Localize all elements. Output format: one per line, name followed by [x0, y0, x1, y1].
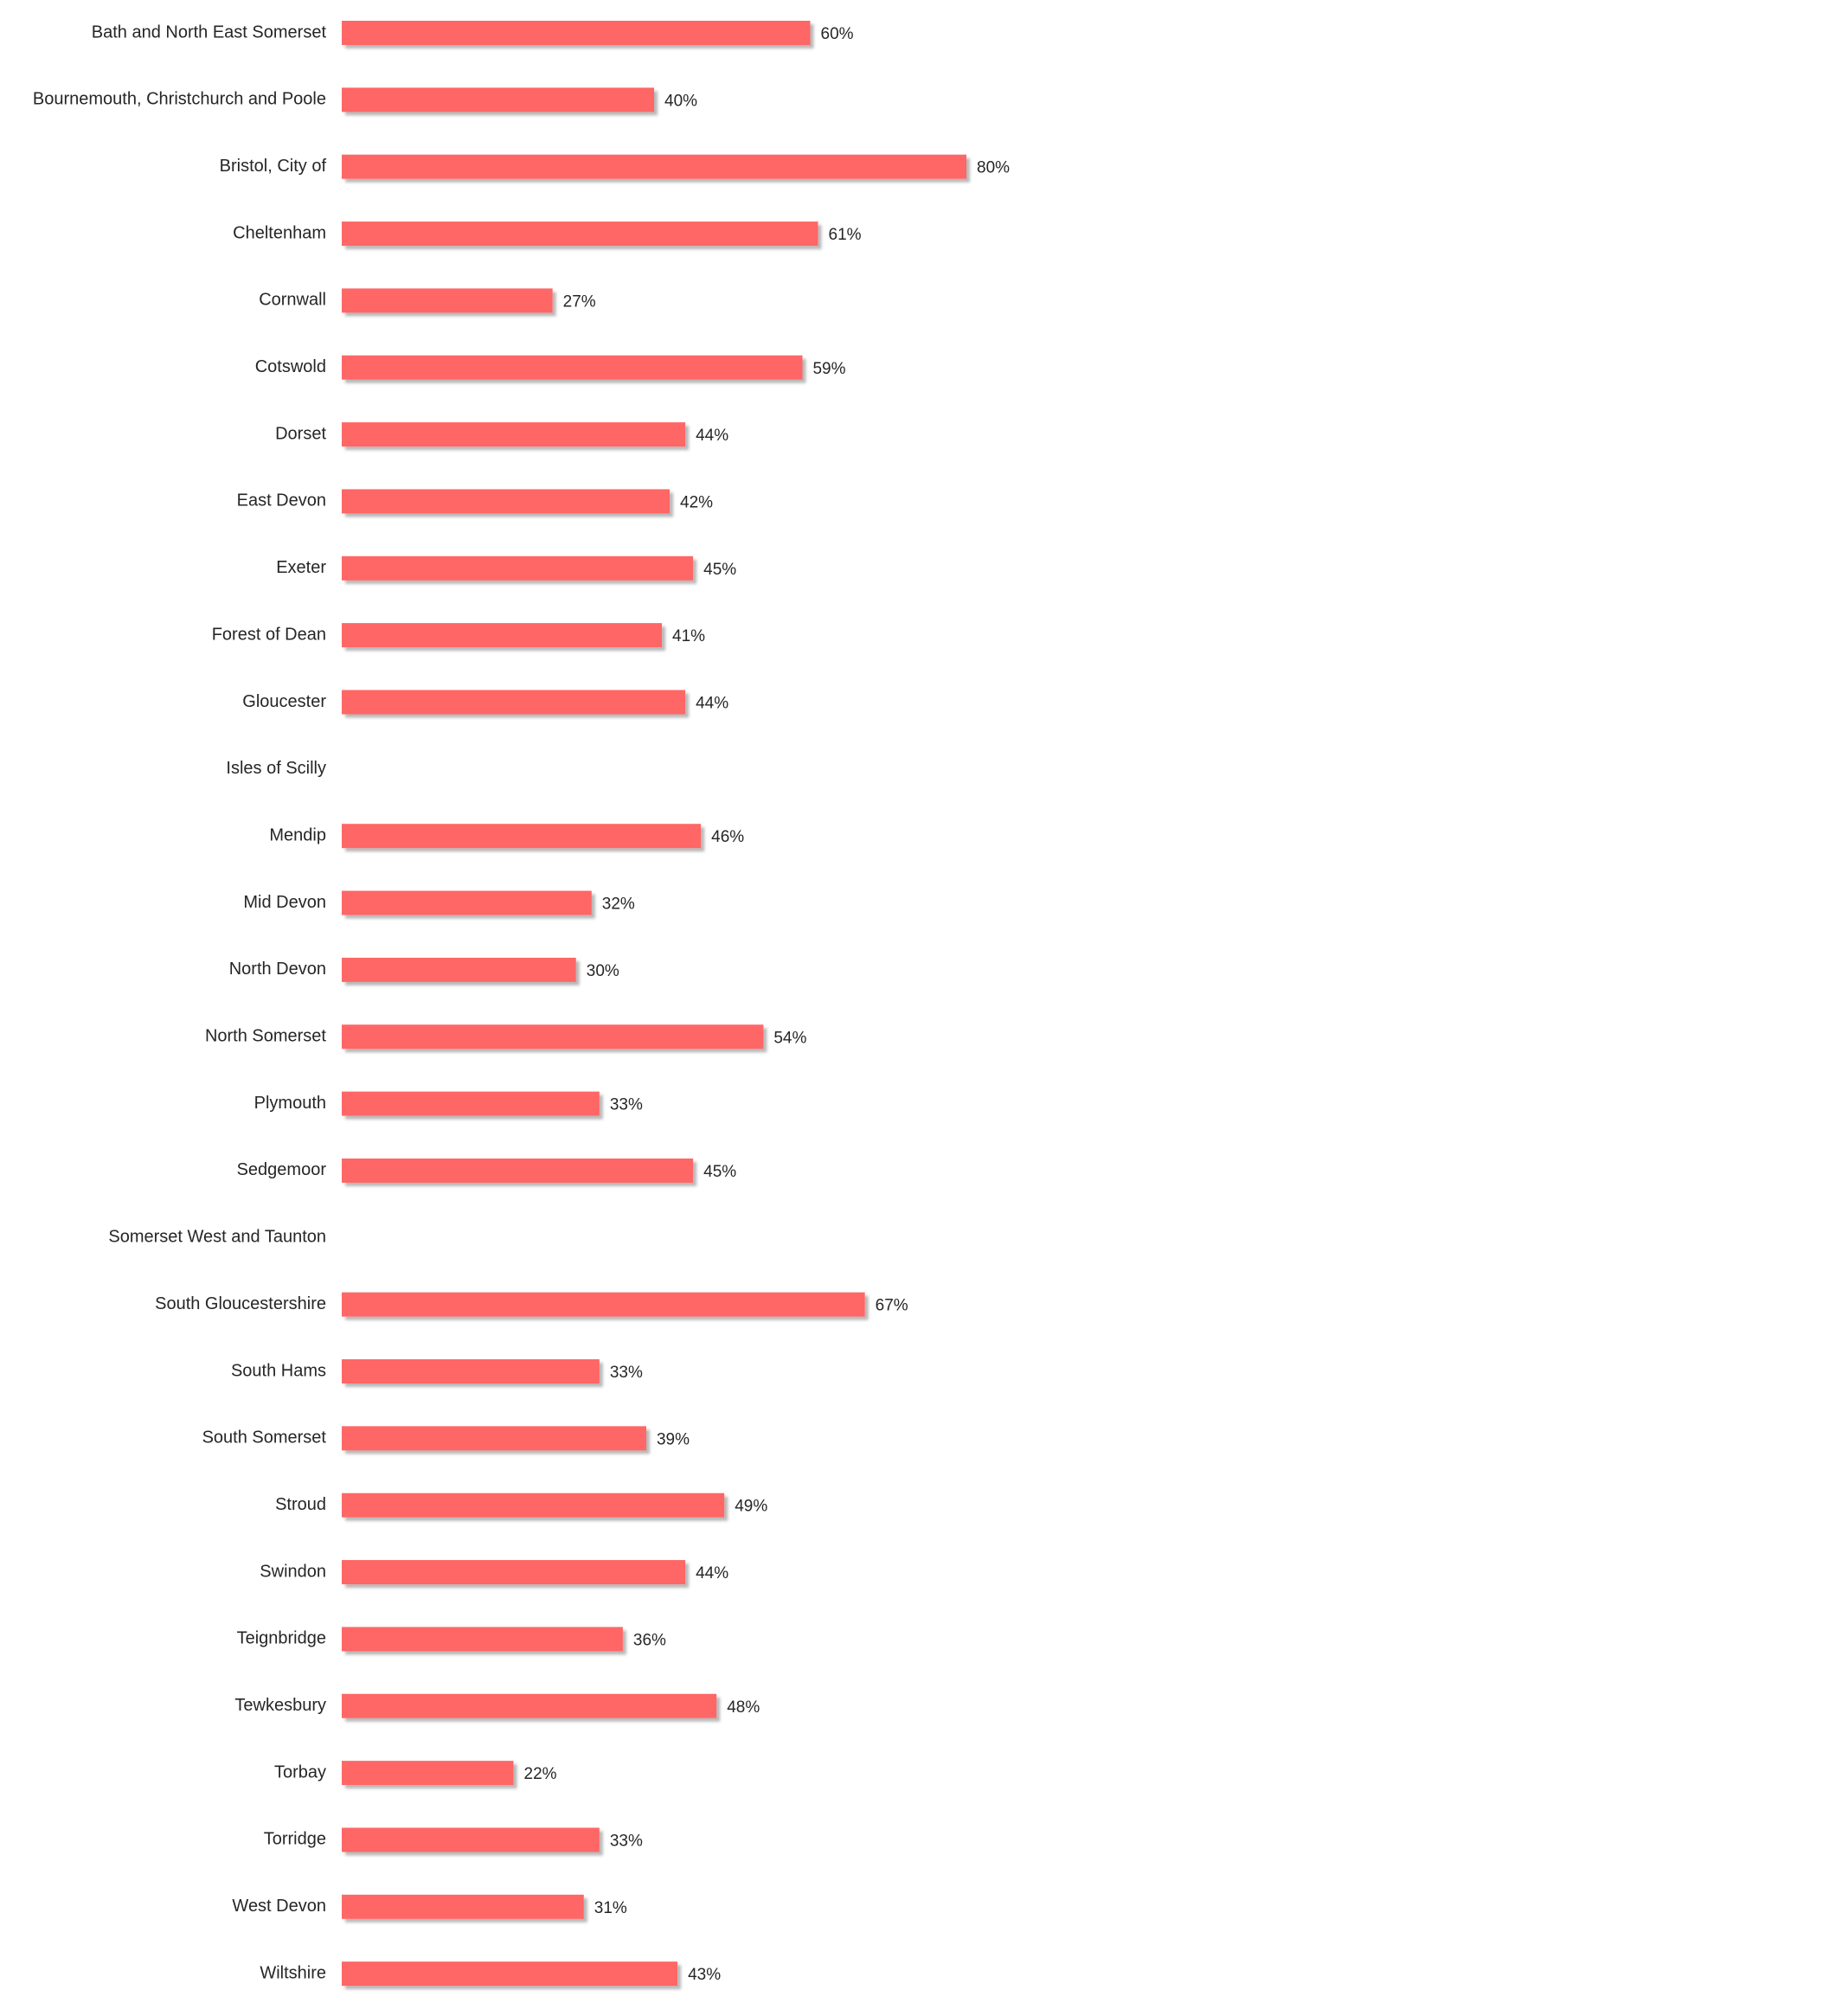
value-label-exeter: 45% — [703, 561, 736, 579]
category-label-wiltshire: Wiltshire — [260, 1963, 326, 1982]
bar-mendip[interactable] — [342, 824, 702, 849]
value-labels: 60% 40% 80% 61% 27% 59% 44% 42% 45% 41% 44% 46% 32% 3… — [524, 25, 1011, 1984]
bars — [342, 21, 966, 1987]
bar-bournemouth-christchurch-and-poole[interactable] — [342, 87, 654, 112]
bar-forest-of-dean[interactable] — [342, 623, 663, 648]
bar-torbay[interactable] — [342, 1761, 514, 1786]
value-label-sedgemoor: 45% — [703, 1163, 736, 1181]
value-label-cornwall: 27% — [563, 292, 596, 311]
value-label-torridge: 33% — [610, 1832, 643, 1850]
category-label-swindon: Swindon — [260, 1562, 326, 1581]
bar-stroud[interactable] — [342, 1493, 725, 1518]
value-label-plymouth: 33% — [610, 1096, 643, 1114]
value-label-wiltshire: 43% — [688, 1966, 721, 1984]
category-label-somerset-west-and-taunton: Somerset West and Taunton — [108, 1228, 326, 1247]
bar-gloucester[interactable] — [342, 690, 686, 715]
value-label-bristol-city-of: 80% — [977, 159, 1010, 177]
category-label-teignbridge: Teignbridge — [237, 1629, 326, 1648]
bar-dorset[interactable] — [342, 422, 686, 447]
value-label-cheltenham: 61% — [829, 226, 862, 244]
category-label-cornwall: Cornwall — [259, 291, 326, 310]
bar-south-gloucestershire[interactable] — [342, 1292, 865, 1317]
category-label-sedgemoor: Sedgemoor — [237, 1160, 327, 1179]
bar-cotswold[interactable] — [342, 355, 803, 380]
category-label-torridge: Torridge — [264, 1830, 326, 1849]
value-label-south-hams: 33% — [610, 1364, 643, 1382]
category-label-south-somerset: South Somerset — [202, 1428, 327, 1448]
bar-west-devon[interactable] — [342, 1894, 584, 1919]
category-label-bournemouth-christchurch-and-poole: Bournemouth, Christchurch and Poole — [33, 90, 326, 109]
category-label-west-devon: West Devon — [232, 1897, 326, 1916]
value-label-south-somerset: 39% — [657, 1430, 690, 1448]
category-label-cheltenham: Cheltenham — [233, 223, 326, 242]
category-label-gloucester: Gloucester — [242, 692, 326, 711]
value-label-teignbridge: 36% — [633, 1631, 666, 1649]
value-label-south-gloucestershire: 67% — [876, 1297, 908, 1315]
value-label-bournemouth-christchurch-and-poole: 40% — [664, 92, 697, 110]
bar-south-somerset[interactable] — [342, 1426, 646, 1451]
category-label-mid-devon: Mid Devon — [243, 893, 326, 912]
bar-east-devon[interactable] — [342, 489, 671, 514]
bar-cornwall[interactable] — [342, 288, 553, 313]
category-label-tewkesbury: Tewkesbury — [234, 1696, 326, 1715]
value-label-torbay: 22% — [524, 1765, 557, 1783]
category-labels: Bath and North East Somerset Bournemouth,… — [33, 22, 327, 1982]
bar-tewkesbury[interactable] — [342, 1693, 717, 1718]
category-label-torbay: Torbay — [274, 1762, 326, 1782]
value-label-west-devon: 31% — [594, 1899, 627, 1917]
category-label-forest-of-dean: Forest of Dean — [212, 625, 326, 644]
bar-bath-and-north-east-somerset[interactable] — [342, 21, 811, 45]
bar-mid-devon[interactable] — [342, 890, 592, 915]
category-label-north-devon: North Devon — [229, 960, 326, 979]
value-label-forest-of-dean: 41% — [672, 627, 705, 645]
category-label-east-devon: East Devon — [237, 491, 326, 510]
value-label-east-devon: 42% — [680, 493, 713, 511]
bar-teignbridge[interactable] — [342, 1627, 623, 1652]
category-label-south-gloucestershire: South Gloucestershire — [155, 1294, 326, 1313]
bar-north-devon[interactable] — [342, 957, 576, 982]
category-label-mendip: Mendip — [269, 825, 326, 844]
category-label-bath-and-north-east-somerset: Bath and North East Somerset — [92, 22, 327, 42]
value-label-mendip: 46% — [711, 828, 744, 846]
value-label-swindon: 44% — [696, 1564, 728, 1582]
value-label-cotswold: 59% — [812, 360, 845, 378]
value-label-tewkesbury: 48% — [727, 1698, 760, 1717]
bar-wiltshire[interactable] — [342, 1961, 678, 1987]
value-label-mid-devon: 32% — [602, 896, 635, 914]
bar-sedgemoor[interactable] — [342, 1158, 694, 1183]
value-label-dorset: 44% — [696, 427, 728, 445]
category-label-dorset: Dorset — [275, 424, 326, 443]
bar-cheltenham[interactable] — [342, 221, 818, 247]
category-label-stroud: Stroud — [275, 1495, 326, 1514]
category-label-bristol-city-of: Bristol, City of — [220, 157, 327, 176]
value-label-stroud: 49% — [735, 1498, 767, 1516]
bar-torridge[interactable] — [342, 1827, 600, 1852]
category-label-exeter: Exeter — [276, 558, 326, 577]
bar-exeter[interactable] — [342, 555, 694, 581]
value-label-north-somerset: 54% — [773, 1029, 806, 1047]
bar-plymouth[interactable] — [342, 1091, 600, 1116]
bar-south-hams[interactable] — [342, 1359, 600, 1383]
value-label-gloucester: 44% — [696, 695, 728, 713]
category-label-isles-of-scilly: Isles of Scilly — [226, 759, 326, 778]
bar-north-somerset[interactable] — [342, 1024, 764, 1050]
value-label-bath-and-north-east-somerset: 60% — [821, 25, 854, 43]
value-label-north-devon: 30% — [587, 962, 619, 980]
category-label-south-hams: South Hams — [231, 1361, 326, 1380]
category-label-cotswold: Cotswold — [255, 357, 326, 376]
category-label-plymouth: Plymouth — [254, 1094, 326, 1113]
bar-swindon[interactable] — [342, 1560, 686, 1585]
category-label-north-somerset: North Somerset — [205, 1027, 326, 1046]
bar-bristol-city-of[interactable] — [342, 154, 966, 179]
